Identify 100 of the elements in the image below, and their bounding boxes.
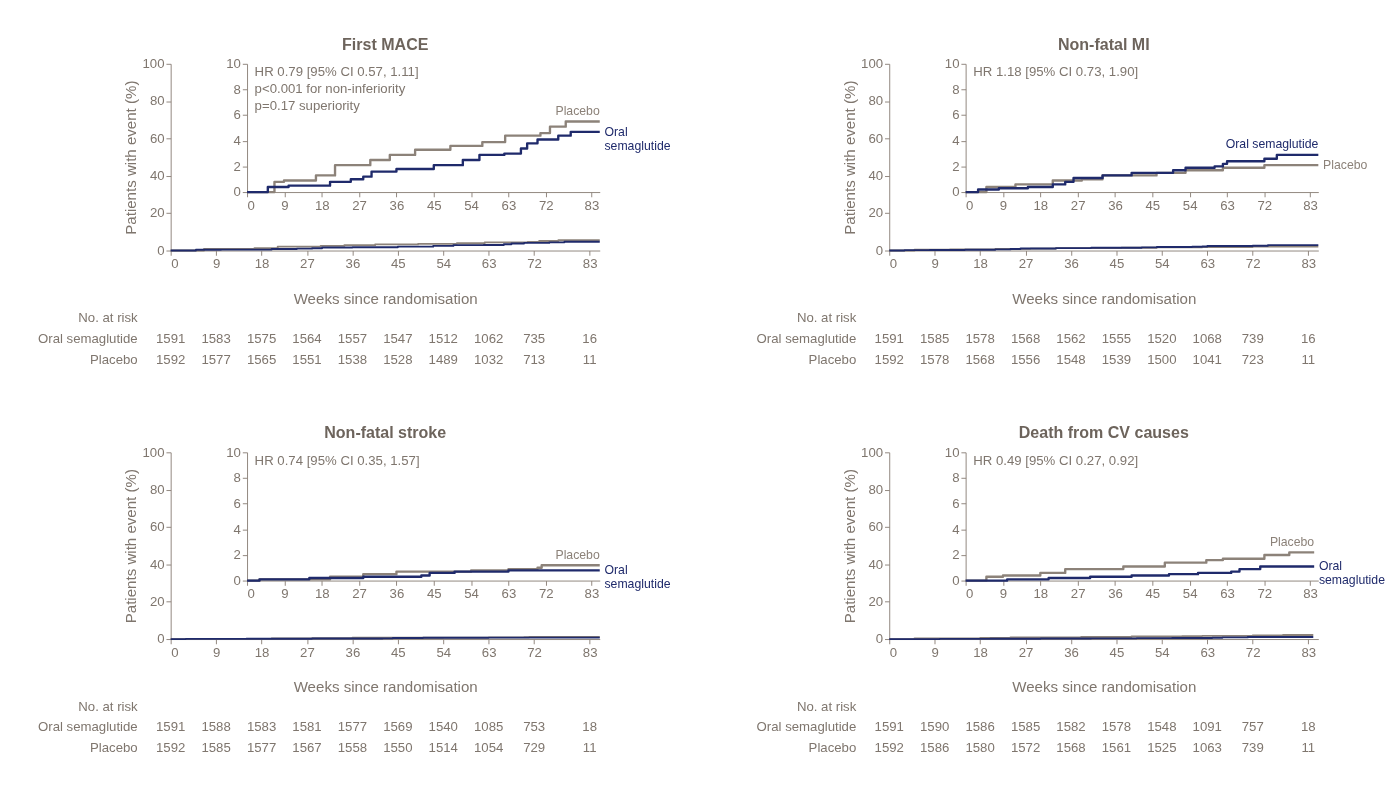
text: 1514 <box>428 740 458 756</box>
text: 1539 <box>1101 351 1132 367</box>
x-tick-label: 83 <box>584 197 600 213</box>
text: 1586 <box>965 719 995 735</box>
annotation: HR 0.49 [95% CI 0.27, 0.92] <box>973 452 1139 468</box>
x-axis-title: Weeks since randomisation <box>1012 289 1197 307</box>
y-tick-label: 80 <box>149 93 165 109</box>
x-tick-label: 45 <box>1109 644 1125 660</box>
x-tick-label: 63 <box>481 644 497 660</box>
x-tick-label: 63 <box>501 197 517 213</box>
text: 1591 <box>156 719 186 735</box>
text: 1567 <box>292 740 322 756</box>
x-tick-label: 83 <box>1303 197 1318 213</box>
x-tick-label: 72 <box>1245 255 1261 271</box>
text: 1557 <box>337 330 368 346</box>
y-tick-label: 6 <box>952 495 960 511</box>
text: 1063 <box>1192 740 1222 756</box>
x-tick-label: 83 <box>584 586 600 602</box>
y-tick-label: 80 <box>149 481 165 497</box>
x-tick-label: 45 <box>390 255 406 271</box>
x-tick-label: 9 <box>999 586 1008 602</box>
x-tick-label: 0 <box>247 197 255 213</box>
y-tick-label: 10 <box>944 444 960 460</box>
x-tick-label: 18 <box>1033 586 1049 602</box>
text: Placebo <box>90 351 138 367</box>
x-axis-title: Weeks since randomisation <box>1012 678 1197 696</box>
text: 1591 <box>874 719 904 735</box>
text: 1555 <box>1101 330 1132 346</box>
x-tick-label: 45 <box>426 586 442 602</box>
x-tick-label: 63 <box>1200 255 1216 271</box>
x-tick-label: 9 <box>281 197 289 213</box>
x-tick-label: 63 <box>481 255 497 271</box>
x-tick-label: 9 <box>212 255 221 271</box>
y-tick-label: 60 <box>868 519 884 535</box>
text: 1091 <box>1192 719 1222 735</box>
text: Placebo <box>90 740 138 756</box>
chart-title: Death from CV causes <box>1018 423 1189 442</box>
annotation: p=0.17 superiority <box>254 98 361 114</box>
x-tick-label: 18 <box>314 586 330 602</box>
y-tick-label: 80 <box>868 93 884 109</box>
text: Oral semaglutide <box>756 719 857 735</box>
x-tick-label: 18 <box>1033 197 1049 213</box>
x-tick-label: 27 <box>352 197 367 213</box>
text: 1032 <box>474 351 504 367</box>
x-tick-label: 9 <box>999 197 1008 213</box>
annotation: p<0.001 for non-inferiority <box>254 81 406 97</box>
y-tick-label: 2 <box>952 158 960 174</box>
text: 18 <box>582 719 597 735</box>
x-tick-label: 54 <box>1154 255 1170 271</box>
annotation: HR 0.74 [95% CI 0.35, 1.57] <box>254 452 420 468</box>
text: 1578 <box>1101 719 1132 735</box>
text: 1489 <box>428 351 458 367</box>
x-tick-label: 45 <box>390 644 406 660</box>
y-tick-label: 4 <box>233 521 241 537</box>
text: 1583 <box>246 719 277 735</box>
y-axis-title: Patients with event (%) <box>840 469 858 624</box>
text: 1062 <box>474 330 504 346</box>
text: 1578 <box>965 330 995 346</box>
x-tick-label: 36 <box>345 255 361 271</box>
y-tick-label: 10 <box>944 56 960 72</box>
x-tick-label: 18 <box>973 644 988 660</box>
x-tick-label: 9 <box>212 644 221 660</box>
y-tick-label: 20 <box>868 593 884 609</box>
text: 1540 <box>428 719 458 735</box>
series-label: Oral semaglutide <box>1225 137 1319 152</box>
chart-title: Non-fatal MI <box>1057 34 1150 53</box>
x-tick-label: 27 <box>352 586 367 602</box>
series-label: Oral semaglutide <box>1318 559 1386 588</box>
text: 1568 <box>1056 740 1086 756</box>
y-tick-label: 60 <box>149 130 165 146</box>
x-tick-label: 27 <box>300 644 315 660</box>
y-tick-label: 20 <box>149 205 165 221</box>
y-tick-label: 2 <box>233 547 241 563</box>
chart-title: First MACE <box>342 34 429 53</box>
text: No. at risk <box>78 698 139 714</box>
text: 1592 <box>874 740 904 756</box>
x-tick-label: 63 <box>1200 644 1216 660</box>
series-label: Placebo <box>555 103 600 118</box>
x-tick-label: 45 <box>426 197 442 213</box>
text: 1583 <box>201 330 231 346</box>
x-tick-label: 83 <box>1303 586 1318 602</box>
x-tick-label: 72 <box>527 255 542 271</box>
text: 1568 <box>965 351 995 367</box>
y-tick-label: 6 <box>233 107 241 123</box>
y-tick-label: 40 <box>149 556 165 572</box>
text: 1588 <box>201 719 231 735</box>
x-tick-label: 63 <box>1220 586 1235 602</box>
text: 1512 <box>428 330 458 346</box>
x-tick-label: 72 <box>1245 644 1261 660</box>
text: 1592 <box>874 351 904 367</box>
text: 16 <box>1300 330 1316 346</box>
text: 1085 <box>474 719 504 735</box>
x-tick-label: 27 <box>1018 255 1034 271</box>
x-tick-label: 72 <box>1257 197 1273 213</box>
text: 1577 <box>246 740 277 756</box>
text: 729 <box>523 740 546 756</box>
text: 1568 <box>1010 330 1041 346</box>
y-axis-title: Patients with event (%) <box>121 80 139 235</box>
x-tick-label: 0 <box>966 586 974 602</box>
y-tick-label: 8 <box>952 81 960 97</box>
